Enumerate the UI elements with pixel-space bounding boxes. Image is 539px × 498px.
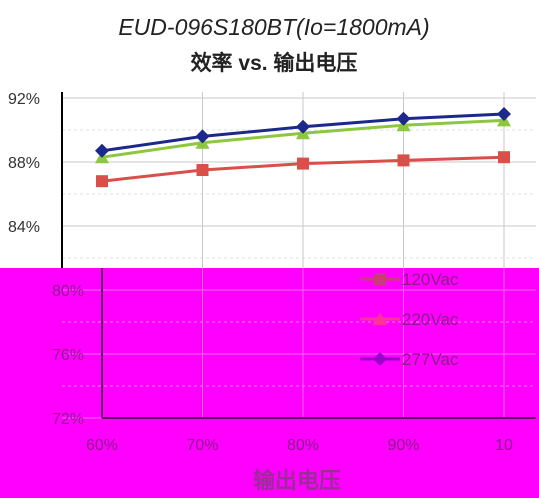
legend: 120Vac 220Vac 277Vac [360,270,459,369]
plot-area [62,93,532,268]
y-tick-label: 84% [8,219,40,236]
data-point [498,151,510,164]
x-tick-label: 70% [186,437,218,454]
y-tick-label: 92% [8,91,40,108]
legend-label: 277Vac [402,350,459,369]
x-tick-label: 90% [387,437,419,454]
chart-title: EUD-096S180BT(Io=1800mA) [118,14,429,40]
x-axis-label: 输出电压 [253,468,341,493]
data-point [95,143,109,158]
data-point [373,312,387,325]
x-tick-label: 60% [86,437,118,454]
y-tick-label: 76% [52,347,84,364]
data-point [195,129,210,144]
y-tick-label: 80% [52,283,84,300]
chart-subtitle: 效率 vs. 输出电压 [191,51,358,75]
data-point [196,164,209,176]
data-point [396,111,411,126]
magenta-band [0,268,539,498]
axes [61,92,536,419]
y-tick-label: 72% [52,411,84,428]
y-tick-label: 88% [8,155,40,172]
series [95,107,511,188]
legend-label: 220Vac [402,310,459,329]
legend-label: 120Vac [402,270,459,289]
y-tick-labels: 92% 88% 84% 80% 76% 72% [8,91,84,428]
data-point [297,157,309,170]
data-point [373,352,387,366]
data-point [397,154,410,167]
data-point [296,119,310,134]
data-point [497,107,511,121]
x-tick-labels: 60% 70% 80% 90% 10 [86,437,513,454]
x-tick-label: 80% [287,437,319,454]
data-point [374,273,386,285]
data-point [96,175,108,188]
x-tick-label: 10 [495,437,513,454]
